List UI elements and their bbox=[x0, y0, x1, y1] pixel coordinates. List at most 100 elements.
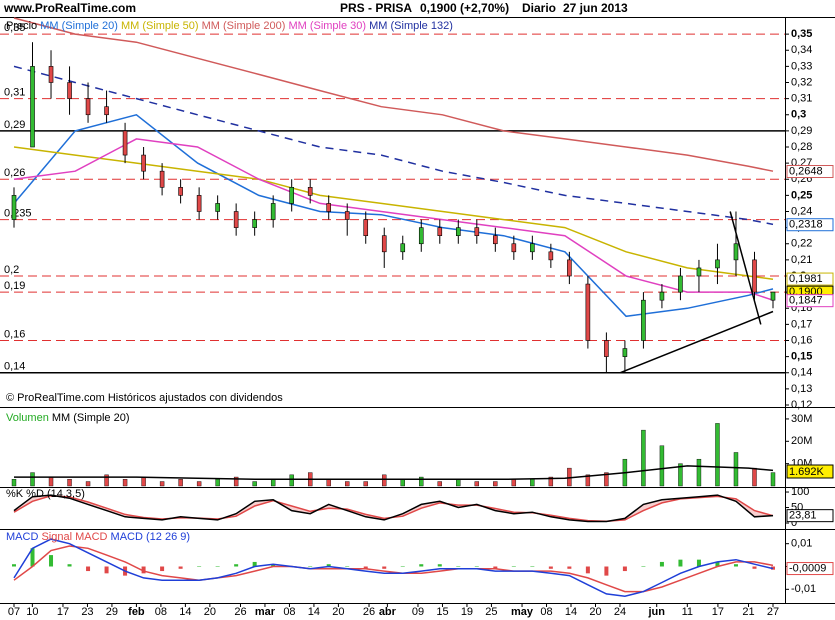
candle-body bbox=[141, 154, 146, 172]
candle-body bbox=[381, 235, 387, 253]
legend-entry: MM (Simple 30) bbox=[288, 20, 366, 32]
stochastic-k bbox=[13, 494, 774, 523]
candle-body bbox=[493, 235, 498, 245]
volume-bar bbox=[419, 476, 424, 487]
x-tick-label: mar bbox=[255, 606, 276, 618]
legend-entry: MM (Simple 132) bbox=[369, 20, 453, 32]
candle-body bbox=[733, 243, 739, 261]
legend-entry: %K %D (14,3,5) bbox=[6, 488, 85, 500]
volume-bar bbox=[178, 479, 183, 487]
volume-average bbox=[14, 465, 774, 481]
x-tick-label: 17 bbox=[712, 606, 724, 618]
level-label: 0,26 bbox=[4, 167, 25, 179]
macd-histogram bbox=[49, 555, 54, 567]
price-badge bbox=[786, 562, 834, 576]
price-badge-label: 0,1847 bbox=[789, 295, 823, 307]
macd-histogram bbox=[530, 566, 535, 567]
macd-histogram bbox=[197, 566, 202, 567]
macd-histogram bbox=[160, 566, 165, 572]
volume-bar bbox=[215, 479, 220, 487]
y-tick-label: 0,35 bbox=[791, 28, 812, 40]
x-tick-label: 08 bbox=[155, 606, 167, 618]
y-tick-label: 0,01 bbox=[791, 538, 812, 550]
level-label: 0,14 bbox=[4, 361, 25, 373]
candle-body bbox=[67, 82, 72, 99]
y-tick-label: 0,31 bbox=[791, 93, 812, 105]
candle-body bbox=[585, 283, 591, 341]
footnote: © ProRealTime.com Históricos ajustados c… bbox=[6, 392, 283, 404]
y-tick-label: -0,01 bbox=[791, 583, 816, 595]
trendline bbox=[619, 310, 774, 374]
candle-body bbox=[178, 187, 183, 196]
macd-histogram bbox=[604, 566, 609, 576]
site: www.ProRealTime.com bbox=[3, 1, 136, 15]
candle-body bbox=[122, 130, 128, 156]
x-tick-label: 20 bbox=[332, 606, 344, 618]
candle-body bbox=[511, 243, 517, 253]
macd-histogram bbox=[585, 566, 590, 574]
x-tick-label: 20 bbox=[204, 606, 216, 618]
y-tick-label: 0,29 bbox=[791, 125, 812, 137]
macd-histogram bbox=[437, 564, 442, 567]
x-tick-label: 14 bbox=[565, 606, 577, 618]
y-tick-label: 0 bbox=[791, 517, 797, 529]
candle-body bbox=[85, 98, 91, 116]
macd-histogram bbox=[234, 564, 239, 567]
volume-bar bbox=[511, 479, 517, 487]
volume-bar bbox=[696, 458, 702, 487]
x-tick-label: 08 bbox=[540, 606, 552, 618]
volume-bar bbox=[141, 476, 146, 487]
y-tick-label: 0,12 bbox=[791, 399, 812, 411]
macd-histogram bbox=[86, 566, 91, 572]
x-tick-label: 29 bbox=[106, 606, 118, 618]
price-badge-label: -0,0009 bbox=[789, 562, 826, 574]
symbol: PRS - PRISA bbox=[340, 1, 412, 15]
y-tick-label: 0,21 bbox=[791, 254, 812, 266]
macd-histogram bbox=[641, 566, 646, 567]
period: Diario bbox=[522, 1, 556, 15]
macd-histogram bbox=[326, 564, 331, 567]
x-tick-label: 15 bbox=[436, 606, 448, 618]
volume-bar bbox=[326, 479, 331, 487]
x-tick-label: 11 bbox=[682, 606, 693, 618]
y-tick-label: 0,24 bbox=[791, 205, 812, 217]
candle-body bbox=[400, 243, 406, 253]
candle-body bbox=[270, 203, 276, 220]
y-tick-label: 20M bbox=[791, 435, 812, 447]
legend-entry: MM (Simple 20) bbox=[52, 412, 130, 424]
y-tick-label: 0,34 bbox=[791, 44, 812, 56]
candle-body bbox=[252, 219, 257, 228]
moving-average bbox=[13, 113, 774, 318]
legend: Precio MM (Simple 20) MM (Simple 50) MM … bbox=[6, 20, 453, 32]
candle-body bbox=[418, 227, 424, 245]
x-tick-label: 14 bbox=[179, 606, 191, 618]
macd-histogram bbox=[12, 564, 16, 567]
macd-line bbox=[13, 538, 774, 597]
volume-bar bbox=[382, 474, 387, 487]
price-badge-label: 0,1981 bbox=[789, 273, 823, 285]
x-tick-label: 21 bbox=[742, 606, 754, 618]
x-tick-label: jun bbox=[647, 606, 665, 618]
macd-histogram bbox=[400, 566, 405, 567]
volume-bar bbox=[400, 479, 405, 487]
x-tick-label: 23 bbox=[81, 606, 93, 618]
volume-bar bbox=[733, 452, 739, 487]
macd-histogram bbox=[733, 564, 738, 567]
volume-bar bbox=[641, 429, 646, 487]
legend-entry: MACD bbox=[6, 531, 38, 543]
price-badge-label: 0,2318 bbox=[789, 219, 823, 231]
volume-bar bbox=[678, 463, 683, 487]
y-tick-label: 0,33 bbox=[791, 60, 812, 72]
level-label: 0,35 bbox=[4, 22, 25, 34]
macd-histogram bbox=[104, 566, 109, 574]
x-tick-label: 07 bbox=[8, 606, 20, 618]
y-tick-label: 0,22 bbox=[791, 238, 812, 250]
candle-body bbox=[344, 211, 350, 220]
x-tick-label: 26 bbox=[234, 606, 246, 618]
macd-histogram bbox=[493, 566, 498, 569]
volume-bar bbox=[67, 479, 72, 487]
volume-bar bbox=[85, 481, 91, 487]
volume-bar bbox=[122, 479, 128, 487]
legend: MACD Signal MACD MACD (12 26 9) bbox=[6, 531, 190, 543]
